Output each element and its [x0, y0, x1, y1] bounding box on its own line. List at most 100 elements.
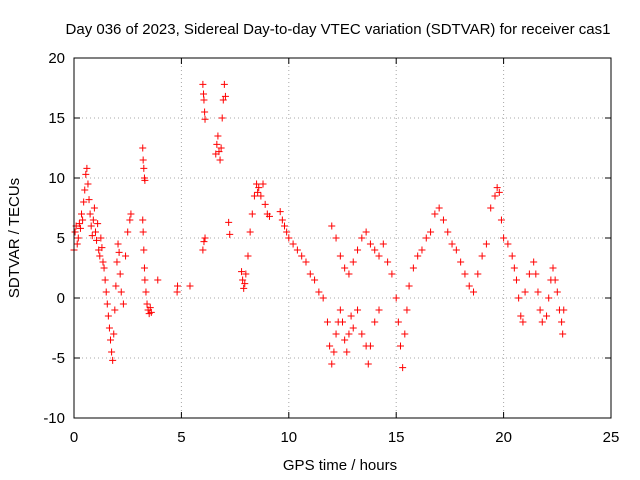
data-point: [139, 156, 147, 164]
data-point: [362, 228, 370, 236]
data-point: [105, 324, 113, 332]
data-point: [94, 220, 102, 228]
data-point: [108, 348, 116, 356]
y-tick-label: 5: [57, 230, 65, 247]
data-point: [254, 188, 262, 196]
data-point: [465, 282, 473, 290]
data-point: [104, 312, 112, 320]
data-point: [200, 90, 208, 98]
data-point: [200, 238, 208, 246]
data-point: [474, 270, 482, 278]
data-point: [88, 232, 96, 240]
data-point: [504, 240, 512, 248]
chart-title: Day 036 of 2023, Sidereal Day-to-day VTE…: [66, 21, 611, 38]
data-point: [142, 288, 150, 296]
data-point: [311, 276, 319, 284]
data-point: [345, 330, 353, 338]
data-point: [173, 288, 181, 296]
data-point: [349, 258, 357, 266]
data-point: [146, 304, 154, 312]
data-point: [371, 318, 379, 326]
data-point: [285, 234, 293, 242]
data-point: [457, 258, 465, 266]
data-point: [354, 246, 362, 254]
y-tick-label: 20: [48, 50, 65, 67]
data-point: [302, 258, 310, 266]
data-point: [525, 270, 533, 278]
data-point: [328, 360, 336, 368]
data-point: [384, 258, 392, 266]
data-point: [83, 164, 91, 172]
data-point: [244, 252, 252, 260]
data-point: [255, 184, 263, 192]
data-point: [200, 96, 208, 104]
data-point: [551, 276, 559, 284]
data-point: [349, 324, 357, 332]
data-point: [500, 234, 508, 242]
data-point: [199, 80, 207, 88]
data-point: [116, 270, 124, 278]
data-point: [86, 210, 94, 218]
data-point: [497, 216, 505, 224]
data-point: [220, 80, 228, 88]
data-point: [278, 216, 286, 224]
data-point: [115, 248, 123, 256]
y-tick-label: -10: [43, 410, 65, 427]
data-point: [238, 268, 246, 276]
y-axis-label: SDTVAR / TECUs: [6, 178, 23, 298]
data-point: [487, 204, 495, 212]
data-point: [519, 318, 527, 326]
data-point: [281, 222, 289, 230]
data-point: [139, 216, 147, 224]
data-point: [221, 92, 229, 100]
x-tick-label: 15: [388, 429, 405, 446]
data-point: [126, 216, 134, 224]
x-tick-label: 25: [603, 429, 620, 446]
data-point: [354, 306, 362, 314]
data-point: [225, 218, 233, 226]
data-point: [265, 212, 273, 220]
data-point: [100, 264, 108, 272]
data-point: [452, 246, 460, 254]
data-point: [345, 270, 353, 278]
data-point: [508, 252, 516, 260]
axis-ticks: 0 5 10 15 20 25 -10 -5 0 5 10 15 20: [43, 50, 619, 446]
data-point: [174, 282, 182, 290]
plot-frame: [73, 57, 612, 419]
data-point: [427, 228, 435, 236]
x-tick-label: 0: [70, 429, 78, 446]
data-point: [512, 276, 520, 284]
data-point: [375, 252, 383, 260]
data-point: [246, 228, 254, 236]
data-point: [515, 294, 523, 302]
x-tick-label: 5: [177, 429, 185, 446]
data-point: [336, 306, 344, 314]
data-point: [422, 234, 430, 242]
data-point: [323, 318, 331, 326]
x-axis-label: GPS time / hours: [283, 457, 397, 474]
data-point: [358, 330, 366, 338]
data-point: [283, 228, 291, 236]
data-point: [71, 228, 79, 236]
data-point: [186, 282, 194, 290]
data-point: [79, 216, 87, 224]
data-point: [375, 306, 383, 314]
data-point: [289, 240, 297, 248]
data-point: [103, 300, 111, 308]
data-point: [214, 132, 222, 140]
data-point: [141, 176, 149, 184]
data-point: [98, 244, 106, 252]
data-point: [358, 234, 366, 242]
data-point: [199, 246, 207, 254]
data-point: [122, 252, 130, 260]
data-point: [461, 270, 469, 278]
data-point: [366, 240, 374, 248]
data-point: [336, 252, 344, 260]
data-point: [109, 356, 117, 364]
data-point: [439, 216, 447, 224]
data-point: [534, 288, 542, 296]
data-point: [343, 348, 351, 356]
data-point: [444, 228, 452, 236]
data-point: [226, 230, 234, 238]
